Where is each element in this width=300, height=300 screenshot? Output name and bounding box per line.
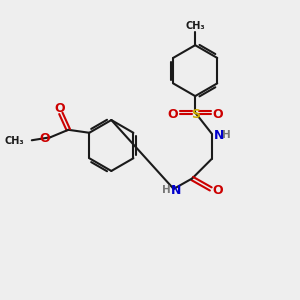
- Text: CH₃: CH₃: [5, 136, 24, 146]
- Text: CH₃: CH₃: [185, 21, 205, 31]
- Text: H: H: [162, 185, 171, 195]
- Text: S: S: [191, 108, 200, 121]
- Text: N: N: [171, 184, 181, 197]
- Text: O: O: [212, 108, 223, 121]
- Text: N: N: [214, 128, 224, 142]
- Text: H: H: [222, 130, 230, 140]
- Text: O: O: [212, 184, 223, 197]
- Text: O: O: [54, 102, 65, 115]
- Text: O: O: [40, 132, 50, 145]
- Text: O: O: [168, 108, 178, 121]
